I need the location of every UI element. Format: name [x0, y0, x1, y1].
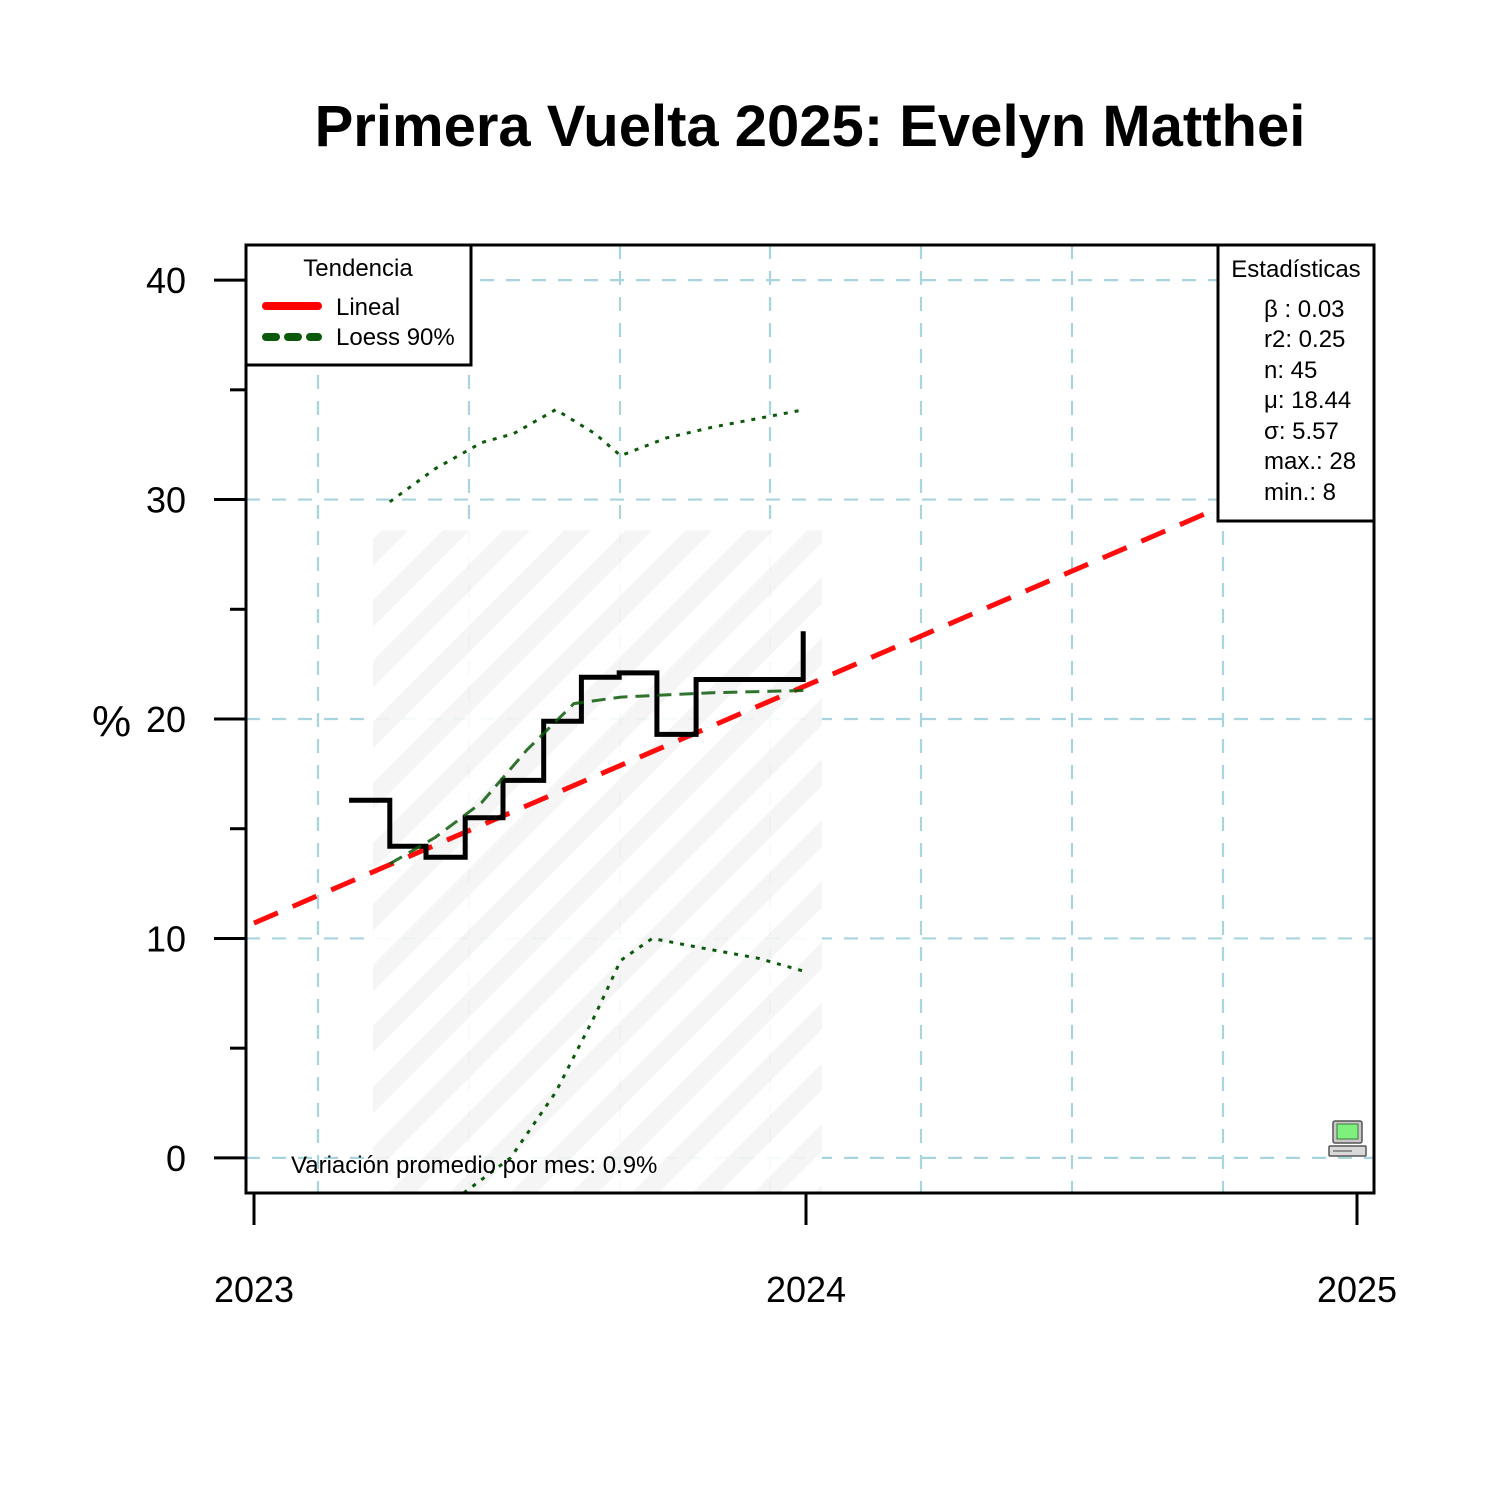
stats-line: β : 0.03	[1264, 296, 1345, 323]
x-tick-label: 2024	[766, 1269, 846, 1310]
legend-title: Tendencia	[303, 255, 413, 282]
loess-line	[389, 689, 805, 866]
average-variation-note: Variación promedio por mes: 0.9%	[291, 1152, 657, 1179]
stats-line: min.: 8	[1264, 479, 1336, 506]
stats-line: max.: 28	[1264, 448, 1356, 475]
y-axis-label: %	[92, 697, 131, 746]
stats-line: σ: 5.57	[1264, 418, 1339, 445]
series-lines	[253, 407, 1357, 1193]
legend-entry-lineal: Lineal	[336, 294, 400, 321]
y-tick-label: 10	[146, 918, 186, 959]
step-series-line	[349, 631, 806, 860]
x-axis: 2023 2024 2025	[214, 1193, 1397, 1310]
stats-line: r2: 0.25	[1264, 326, 1345, 353]
x-tick-label: 2025	[1317, 1269, 1397, 1310]
computer-icon	[1328, 1120, 1367, 1157]
y-tick-label: 20	[146, 699, 186, 740]
y-tick-label: 30	[146, 480, 186, 521]
linear-trend-line	[253, 446, 1357, 926]
legend: Tendencia Lineal Loess 90%	[244, 243, 473, 367]
y-tick-label: 0	[166, 1138, 186, 1179]
loess-upper-line	[388, 407, 805, 504]
stats-line: μ: 18.44	[1264, 387, 1351, 414]
loess-lower-line	[462, 936, 806, 1193]
stats-line: n: 45	[1264, 357, 1317, 384]
confidence-band	[373, 530, 822, 1193]
loess-band	[373, 530, 822, 1193]
y-tick-label: 40	[146, 260, 186, 301]
stats-title: Estadísticas	[1231, 256, 1360, 283]
y-axis: 0 10 20 30 40	[146, 260, 246, 1179]
stats-box: Estadísticas β : 0.03 r2: 0.25 n: 45 μ: …	[1216, 243, 1376, 523]
chart-title: Primera Vuelta 2025: Evelyn Matthei	[315, 94, 1306, 159]
x-tick-label: 2023	[214, 1269, 294, 1310]
legend-entry-loess: Loess 90%	[336, 324, 455, 351]
